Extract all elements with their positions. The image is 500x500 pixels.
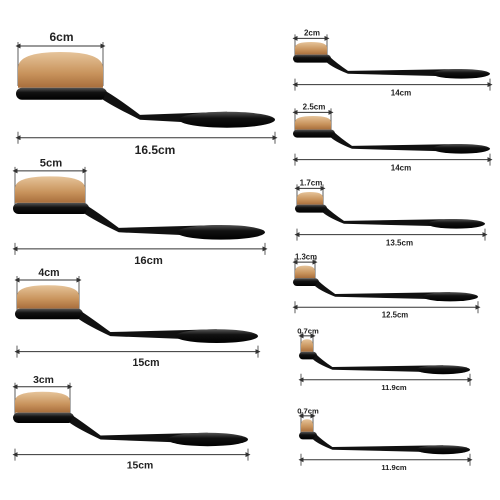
bristles — [15, 391, 70, 413]
handle — [313, 434, 444, 453]
head-size-label: 1.3cm — [295, 253, 317, 262]
length-label: 16.5cm — [135, 143, 176, 157]
brush: 2cm 14cm — [292, 29, 493, 97]
brush-base — [16, 87, 107, 100]
brush: 5cm 16cm — [12, 157, 268, 267]
head-size-label: 2cm — [304, 29, 320, 38]
brush-base — [299, 351, 317, 360]
brush-base — [293, 54, 331, 63]
handle-end — [167, 432, 248, 447]
head-size-label: 3cm — [33, 375, 54, 386]
length-label: 13.5cm — [386, 238, 413, 247]
bristles — [295, 116, 331, 130]
brush-base — [15, 308, 83, 320]
length-label: 12.5cm — [382, 311, 409, 320]
handle — [323, 207, 457, 227]
handle-end — [179, 111, 275, 128]
bristles — [295, 42, 327, 55]
head-size-label: 5cm — [40, 157, 62, 169]
bristles — [17, 285, 79, 309]
head-size-label: 0.7cm — [297, 406, 319, 415]
handle — [331, 132, 462, 152]
handle-end — [432, 69, 491, 79]
brush: 3cm 15cm — [12, 375, 251, 472]
length-label: 16cm — [134, 255, 163, 267]
length-label: 11.9cm — [381, 463, 407, 472]
head-size-label: 1.7cm — [300, 179, 323, 188]
bristles — [295, 265, 315, 279]
handle-end — [176, 224, 265, 240]
handle — [313, 354, 444, 373]
handle-end — [427, 219, 486, 229]
handle-end — [416, 365, 470, 375]
brush: 4cm 15cm — [14, 267, 261, 369]
length-label: 14cm — [391, 163, 411, 172]
brush: 0.7cm 11.9cm — [297, 326, 473, 392]
handle-end — [175, 329, 258, 344]
brush: 1.3cm 12.5cm — [292, 253, 481, 320]
length-label: 15cm — [132, 357, 159, 369]
bristles — [301, 419, 313, 432]
brush: 2.5cm 14cm — [292, 103, 493, 172]
brush: 1.7cm 13.5cm — [294, 179, 488, 247]
head-size-label: 0.7cm — [297, 326, 319, 335]
length-label: 15cm — [127, 461, 154, 472]
brush: 0.7cm 11.9cm — [297, 406, 473, 472]
brush: 6cm 16.5cm — [15, 30, 278, 157]
bristles — [15, 176, 85, 203]
brush-base — [13, 412, 74, 423]
brush-base — [295, 204, 327, 213]
bristles — [297, 192, 323, 205]
head-size-label: 6cm — [49, 30, 73, 44]
handle-end — [432, 144, 491, 154]
handle — [327, 57, 462, 77]
head-size-label: 4cm — [38, 267, 59, 279]
brush-base — [293, 278, 319, 286]
brush-base — [13, 202, 89, 215]
head-size-label: 2.5cm — [303, 103, 326, 112]
length-label: 11.9cm — [381, 383, 407, 392]
brush-base — [293, 129, 335, 138]
brush-base — [299, 431, 317, 440]
bristles — [301, 339, 313, 352]
bristles — [18, 52, 103, 88]
handle-end — [416, 445, 470, 455]
length-label: 14cm — [391, 88, 411, 97]
handle — [315, 280, 451, 300]
handle-end — [422, 292, 478, 302]
